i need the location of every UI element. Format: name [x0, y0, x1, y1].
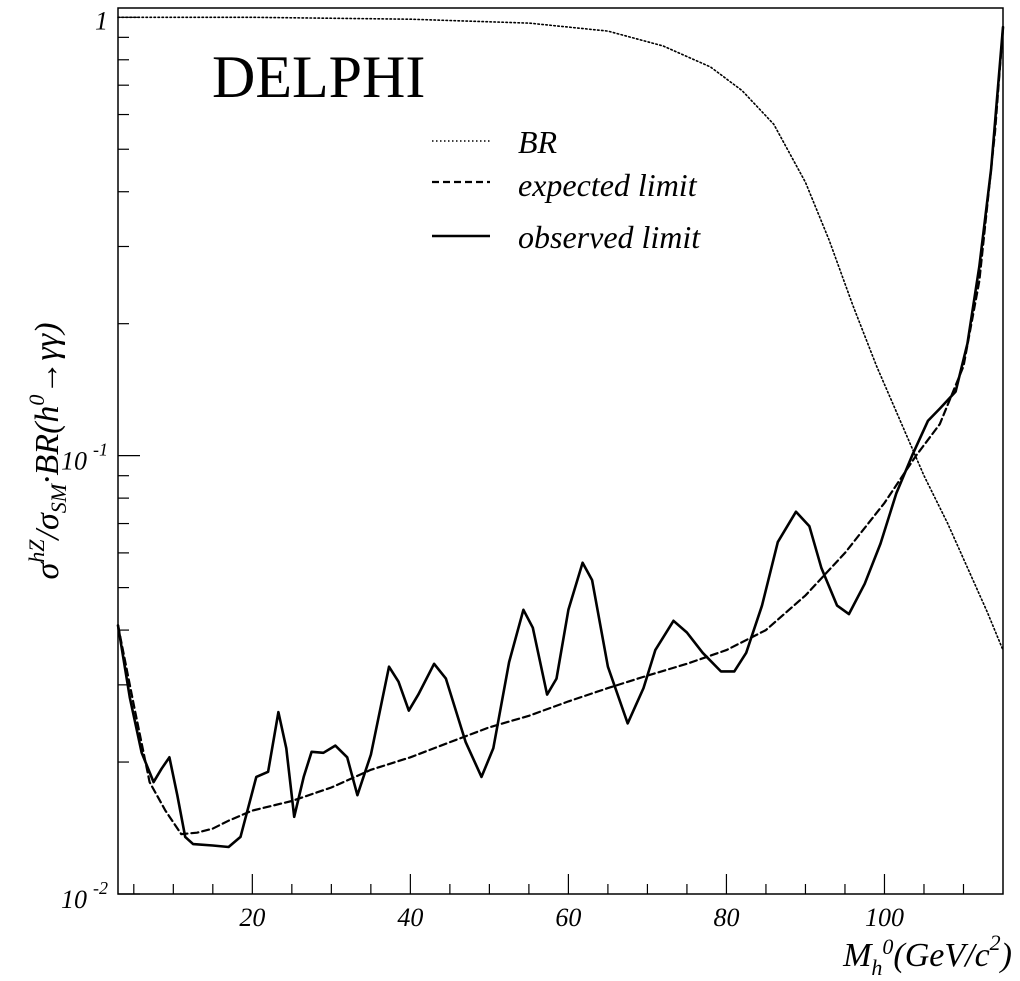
- x-tick-label: 20: [239, 903, 265, 932]
- tick-labels: 20 40 60 80 100 1 10-1 10-2: [61, 6, 904, 932]
- x-axis-label: Mh0(GeV/c2): [842, 930, 1012, 980]
- series-lines: [116, 16, 1005, 849]
- axis-ticks: [118, 16, 965, 895]
- legend-expected-label: expected limit: [518, 167, 698, 203]
- x-tick-label: 60: [555, 903, 581, 932]
- legend-observed-label: observed limit: [518, 219, 701, 255]
- x-tick-label: 100: [865, 903, 904, 932]
- legend: BR expected limit observed limit: [432, 124, 701, 255]
- y-tick-label: 1: [95, 6, 108, 35]
- y-tick-label: 10 -2: [61, 878, 108, 914]
- legend-br-label: BR: [518, 124, 558, 160]
- series-line-br: [117, 16, 1004, 651]
- plot-frame: [117, 7, 1004, 895]
- series-line-expected-limit: [116, 26, 1005, 836]
- x-tick-label: 80: [713, 903, 739, 932]
- y-tick-label: 10 -1: [61, 440, 108, 476]
- series-line-observed-limit: [116, 25, 1005, 849]
- y-axis-label: σhZ/σSM·BR(h0→γγ): [24, 322, 71, 579]
- delphi-watermark: DELPHI: [212, 44, 425, 110]
- x-tick-label: 40: [397, 903, 423, 932]
